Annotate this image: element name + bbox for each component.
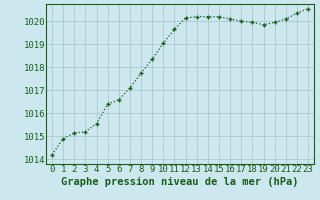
X-axis label: Graphe pression niveau de la mer (hPa): Graphe pression niveau de la mer (hPa)	[61, 177, 299, 187]
